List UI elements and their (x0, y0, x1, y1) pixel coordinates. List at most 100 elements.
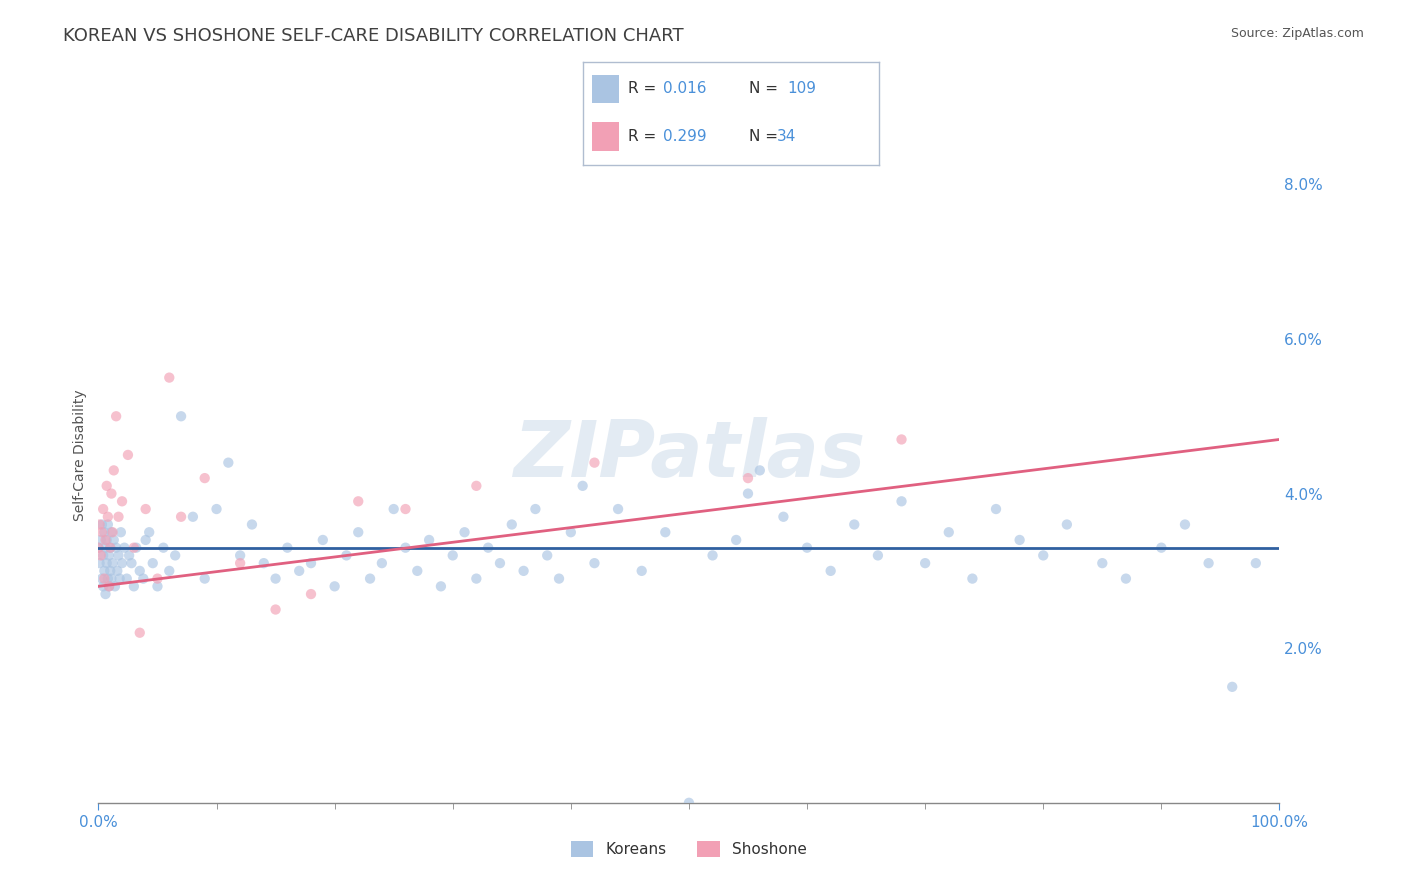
Point (1032, 549, 1054, 563)
Text: Source: ZipAtlas.com: Source: ZipAtlas.com (1230, 27, 1364, 40)
Point (181, 509, 204, 524)
Point (524, 502, 547, 516)
Text: ZIPatlas: ZIPatlas (513, 417, 865, 493)
Text: 0.299: 0.299 (664, 128, 707, 144)
Point (560, 525, 582, 540)
Point (98, 541, 121, 555)
Point (205, 502, 228, 516)
Point (571, 479, 593, 493)
Point (96, 479, 118, 493)
Text: R =: R = (627, 81, 661, 96)
Point (91, 579, 114, 593)
Point (465, 479, 488, 493)
Point (229, 549, 252, 563)
Point (157, 564, 180, 578)
Point (170, 509, 193, 524)
Point (844, 517, 866, 532)
Point (96, 556, 118, 570)
Legend: Koreans, Shoshone: Koreans, Shoshone (562, 833, 815, 864)
Point (98, 541, 121, 555)
Point (91, 525, 114, 540)
Point (394, 541, 416, 555)
Point (465, 572, 488, 586)
Point (1091, 556, 1114, 570)
Point (890, 494, 912, 508)
Point (1008, 533, 1031, 547)
Point (264, 602, 287, 616)
Point (142, 556, 165, 570)
Point (101, 556, 124, 570)
Point (90, 549, 112, 563)
Point (111, 556, 134, 570)
Point (430, 579, 453, 593)
Point (217, 456, 239, 470)
Point (323, 579, 346, 593)
Point (772, 509, 794, 524)
Point (97, 509, 120, 524)
Point (93, 525, 115, 540)
Point (89, 517, 111, 532)
Point (100, 486, 122, 500)
Point (128, 625, 150, 640)
Point (299, 587, 322, 601)
Point (146, 579, 169, 593)
Point (1220, 680, 1243, 694)
Point (98, 579, 121, 593)
Point (583, 456, 606, 470)
Point (97, 572, 120, 586)
Point (105, 541, 128, 555)
Point (512, 564, 534, 578)
Point (418, 533, 440, 547)
Point (737, 471, 759, 485)
Point (276, 541, 298, 555)
Point (453, 525, 475, 540)
Point (115, 572, 138, 586)
Point (548, 572, 571, 586)
Point (91, 517, 114, 532)
Point (165, 549, 187, 563)
Point (91, 502, 114, 516)
Point (105, 564, 128, 578)
Point (962, 572, 984, 586)
Point (100, 525, 122, 540)
Point (112, 541, 135, 555)
Point (94, 541, 117, 555)
Point (938, 525, 960, 540)
Point (117, 448, 139, 462)
Point (122, 541, 145, 555)
Point (1115, 572, 1137, 586)
Text: 109: 109 (787, 81, 817, 96)
Point (135, 533, 157, 547)
Point (441, 549, 464, 563)
Point (820, 564, 842, 578)
Point (91, 572, 114, 586)
Point (678, 796, 700, 810)
Point (536, 549, 558, 563)
Point (152, 541, 174, 555)
Point (796, 541, 818, 555)
Point (240, 517, 263, 532)
Point (93, 564, 115, 578)
Point (335, 549, 357, 563)
Point (1198, 556, 1220, 570)
Point (103, 533, 125, 547)
Point (229, 556, 252, 570)
Text: N =: N = (749, 81, 783, 96)
Point (477, 541, 499, 555)
Point (90, 533, 112, 547)
Point (125, 541, 148, 555)
Point (359, 572, 381, 586)
Point (312, 533, 335, 547)
Point (347, 525, 370, 540)
Point (105, 409, 128, 424)
Point (128, 564, 150, 578)
Point (94, 533, 117, 547)
Point (94, 587, 117, 601)
Point (98, 549, 121, 563)
Point (110, 525, 132, 540)
Point (194, 572, 217, 586)
Point (890, 433, 912, 447)
Text: R =: R = (627, 128, 661, 144)
Text: KOREAN VS SHOSHONE SELF-CARE DISABILITY CORRELATION CHART: KOREAN VS SHOSHONE SELF-CARE DISABILITY … (63, 27, 683, 45)
Point (288, 564, 311, 578)
